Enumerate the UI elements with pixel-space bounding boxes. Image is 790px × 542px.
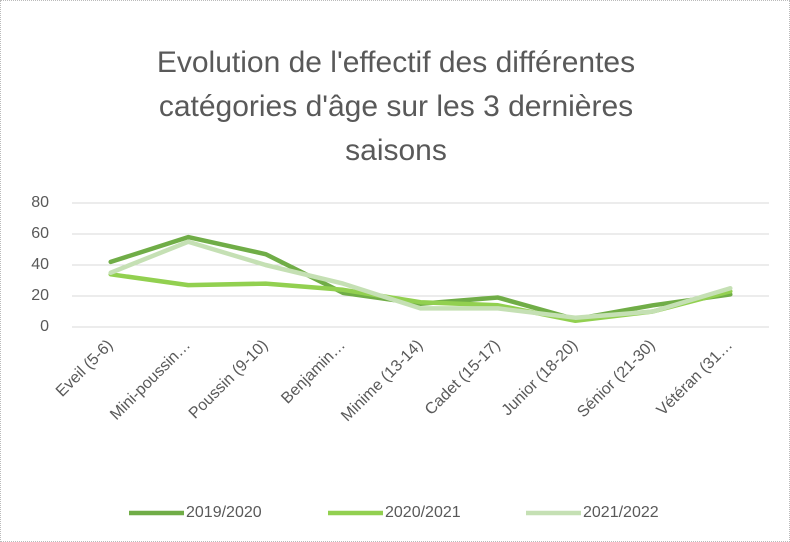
x-tick-label: Cadet (15-17)	[422, 337, 504, 419]
y-tick-label: 20	[31, 287, 49, 304]
y-tick-label: 40	[31, 256, 49, 273]
legend-label: 2019/2020	[186, 504, 262, 521]
y-tick-label: 60	[31, 225, 49, 242]
legend-label: 2021/2022	[583, 504, 659, 521]
x-tick-label: Benjamin…	[278, 337, 349, 408]
x-tick-label: Mini-poussin…	[107, 337, 194, 424]
chart-title: Evolution de l'effectif des différentes …	[156, 46, 636, 167]
x-tick-label: Junior (18-20)	[499, 337, 581, 419]
legend-label: 2020/2021	[385, 504, 461, 521]
x-tick-label: Eveil (5-6)	[53, 337, 117, 401]
x-tick-label: Sénior (21-30)	[574, 337, 658, 421]
y-tick-label: 0	[40, 318, 49, 335]
y-tick-label: 80	[31, 194, 49, 211]
x-tick-label: Minime (13-14)	[338, 337, 426, 425]
x-tick-label: Poussin (9-10)	[186, 337, 272, 423]
series-line	[108, 239, 733, 320]
x-tick-label: Vétéran (31…	[654, 337, 736, 419]
